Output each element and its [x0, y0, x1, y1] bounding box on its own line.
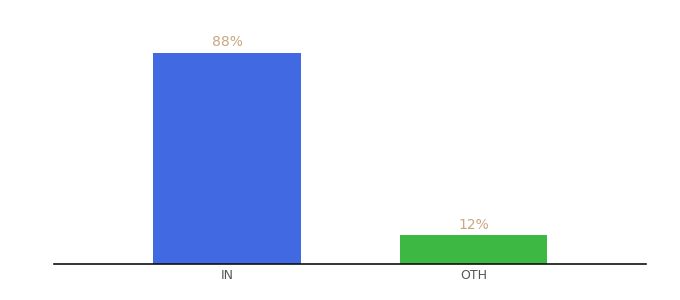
Text: 12%: 12%	[458, 218, 489, 232]
Bar	[153, 53, 301, 264]
Bar	[400, 235, 547, 264]
Text: 88%: 88%	[211, 35, 242, 49]
